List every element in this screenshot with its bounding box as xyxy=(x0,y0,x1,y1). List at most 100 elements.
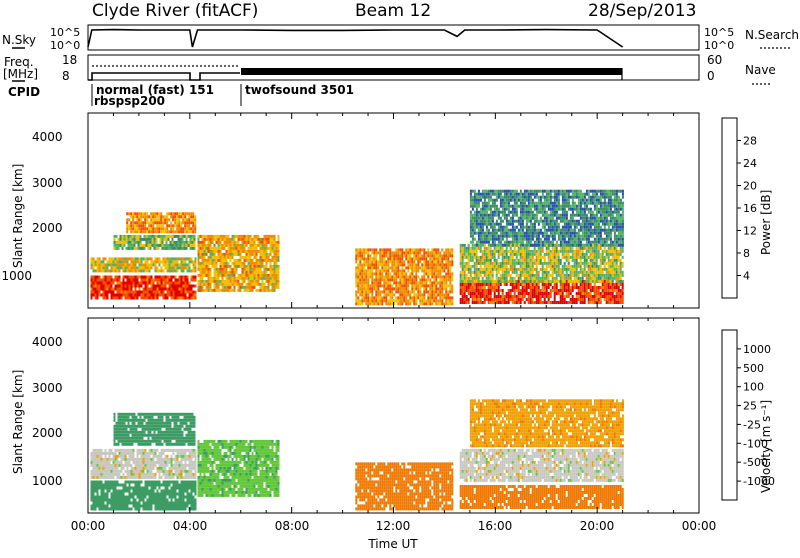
heat-cell xyxy=(109,276,111,279)
heat-cell xyxy=(395,299,397,302)
heat-cell xyxy=(153,291,155,294)
heat-cell xyxy=(171,257,173,260)
heat-cell xyxy=(484,193,486,196)
heat-cell xyxy=(276,268,278,271)
heat-cell xyxy=(218,235,220,238)
heat-cell xyxy=(189,291,191,294)
heat-cell xyxy=(274,238,276,241)
heat-cell xyxy=(198,259,200,262)
heat-cell xyxy=(379,260,381,263)
heat-cell xyxy=(500,247,502,250)
heat-cell xyxy=(614,250,616,253)
heat-cell xyxy=(367,269,369,272)
heat-cell xyxy=(107,276,109,279)
heat-cell xyxy=(476,301,478,304)
heat-cell xyxy=(480,283,482,286)
heat-cell xyxy=(180,212,182,215)
heat-cell xyxy=(409,254,411,257)
heat-cell xyxy=(516,289,518,292)
heat-cell xyxy=(175,291,177,294)
heat-cell xyxy=(506,193,508,196)
heat-cell xyxy=(409,257,411,260)
heat-cell xyxy=(429,269,431,272)
heat-cell xyxy=(250,253,252,256)
heat-cell xyxy=(606,286,608,289)
heat-cell xyxy=(618,250,620,253)
heat-cell xyxy=(95,294,97,297)
heat-cell xyxy=(554,295,556,298)
heat-cell xyxy=(532,295,534,298)
heat-cell xyxy=(156,238,158,241)
heat-cell xyxy=(411,278,413,281)
heat-cell xyxy=(574,256,576,259)
heat-cell xyxy=(451,254,453,257)
heat-cell xyxy=(131,282,133,285)
heat-cell xyxy=(540,268,542,271)
heat-cell xyxy=(179,297,181,300)
heat-cell xyxy=(198,289,200,292)
heat-cell xyxy=(272,286,274,289)
heat-cell xyxy=(169,269,171,272)
heat-cell xyxy=(359,248,361,251)
heat-cell xyxy=(550,274,552,277)
heat-cell xyxy=(490,271,492,274)
heat-cell xyxy=(133,297,135,300)
heat-cell xyxy=(405,290,407,293)
heat-cell xyxy=(486,250,488,253)
heat-cell xyxy=(435,284,437,287)
heat-cell xyxy=(244,238,246,241)
heat-cell xyxy=(586,265,588,268)
heat-cell xyxy=(185,276,187,279)
heat-cell xyxy=(202,244,204,247)
heat-cell xyxy=(365,287,367,290)
heat-cell xyxy=(538,220,540,223)
heat-cell xyxy=(126,227,128,230)
heat-cell xyxy=(510,205,512,208)
heat-cell xyxy=(546,232,548,235)
heat-cell xyxy=(272,277,274,280)
heat-cell xyxy=(433,254,435,257)
heat-cell xyxy=(562,280,564,283)
heat-cell xyxy=(498,211,500,214)
heat-cell xyxy=(123,285,125,288)
heat-cell xyxy=(618,280,620,283)
heat-cell xyxy=(222,235,224,238)
heat-cell xyxy=(250,262,252,265)
heat-cell xyxy=(566,229,568,232)
heat-cell xyxy=(178,224,180,227)
heat-cell xyxy=(214,244,216,247)
heat-cell xyxy=(554,199,556,202)
heat-cell xyxy=(127,294,129,297)
heat-cell xyxy=(105,294,107,297)
heat-cell xyxy=(91,285,93,288)
heat-cell xyxy=(401,257,403,260)
heat-cell xyxy=(536,190,538,193)
heat-cell xyxy=(177,260,179,263)
heat-cell xyxy=(169,291,171,294)
heat-cell xyxy=(534,196,536,199)
heat-cell xyxy=(552,229,554,232)
heat-cell xyxy=(478,271,480,274)
heat-cell xyxy=(496,193,498,196)
heat-cell xyxy=(403,260,405,263)
heat-cell xyxy=(91,279,93,282)
heat-cell xyxy=(164,235,166,238)
heat-cell xyxy=(158,218,160,221)
heat-cell xyxy=(393,281,395,284)
heat-cell xyxy=(522,205,524,208)
heat-cell xyxy=(387,266,389,269)
heat-cell xyxy=(514,247,516,250)
heat-cell xyxy=(524,247,526,250)
heat-cell xyxy=(482,202,484,205)
heat-cell xyxy=(502,196,504,199)
heat-cell xyxy=(578,208,580,211)
heat-cell xyxy=(522,253,524,256)
heat-cell xyxy=(516,262,518,265)
heat-cell xyxy=(373,248,375,251)
heat-cell xyxy=(574,238,576,241)
heat-cell xyxy=(101,263,103,266)
heat-cell xyxy=(526,280,528,283)
heat-cell xyxy=(588,298,590,301)
heat-cell xyxy=(128,212,130,215)
heat-cell xyxy=(560,238,562,241)
